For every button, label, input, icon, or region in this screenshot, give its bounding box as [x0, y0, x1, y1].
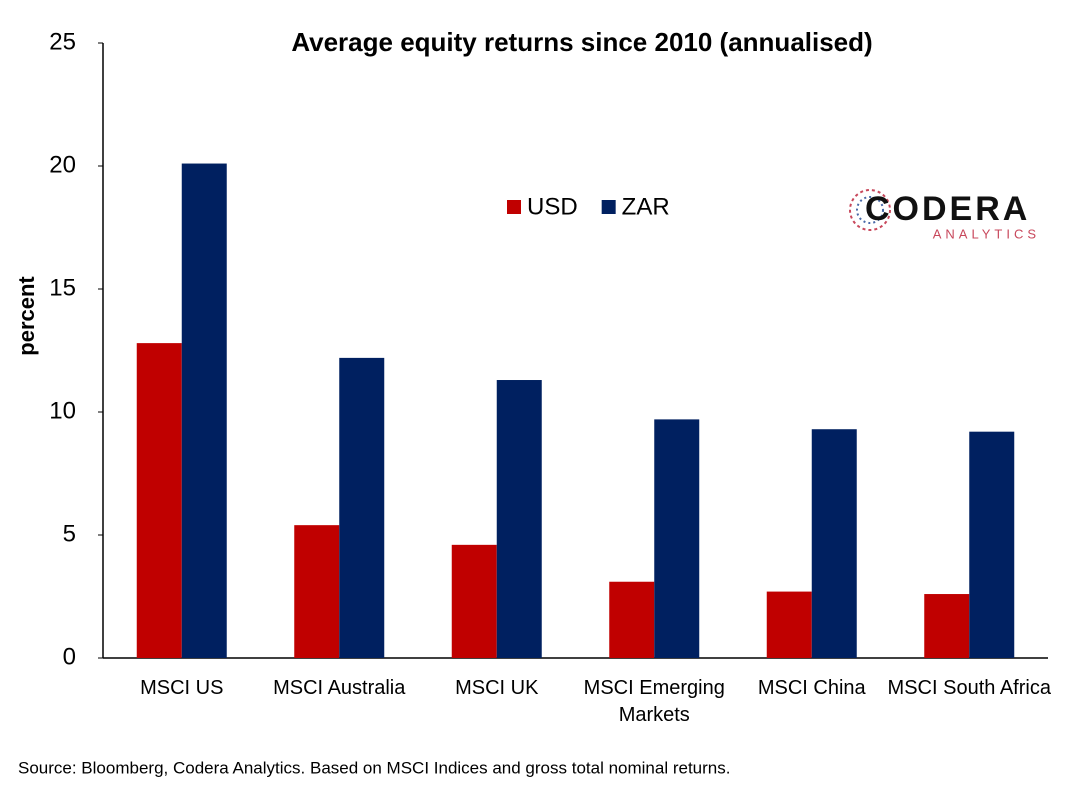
bar — [496, 380, 542, 658]
y-axis-label: percent — [14, 276, 39, 356]
source-note: Source: Bloomberg, Codera Analytics. Bas… — [18, 758, 730, 777]
bar — [811, 429, 857, 658]
legend-label: ZAR — [622, 193, 670, 220]
y-tick-label: 15 — [49, 274, 76, 301]
y-tick-label: 0 — [63, 643, 76, 670]
logo-icon — [849, 189, 891, 231]
y-tick-label: 20 — [49, 151, 76, 178]
bar — [451, 544, 497, 658]
legend-swatch — [507, 200, 521, 214]
bar — [969, 431, 1015, 658]
y-tick-label: 25 — [49, 28, 76, 55]
chart-title: Average equity returns since 2010 (annua… — [291, 27, 872, 57]
logo-name: CODERA — [865, 190, 1030, 228]
legend-swatch — [601, 200, 616, 214]
y-tick-label: 10 — [49, 397, 76, 424]
bar — [766, 591, 812, 658]
legend-label: USD — [527, 193, 578, 220]
logo: CODERA ANALYTICS — [849, 189, 1040, 241]
bar — [339, 357, 385, 658]
x-tick-label: MSCI Emerging Markets — [583, 677, 725, 726]
logo-tagline: ANALYTICS — [933, 226, 1040, 241]
bar — [924, 594, 970, 658]
bar — [181, 163, 227, 659]
logo-icon — [856, 196, 884, 224]
y-tick-label: 5 — [63, 520, 76, 547]
x-tick-label: MSCI South Africa — [887, 677, 1051, 699]
bar — [654, 419, 700, 658]
x-tick-label: MSCI Australia — [273, 677, 406, 699]
bar — [609, 581, 655, 658]
x-tick-label: MSCI UK — [455, 677, 539, 699]
bar — [136, 343, 182, 658]
bar — [294, 525, 340, 658]
x-tick-label: MSCI China — [757, 677, 866, 699]
x-tick-label: MSCI US — [140, 677, 224, 699]
